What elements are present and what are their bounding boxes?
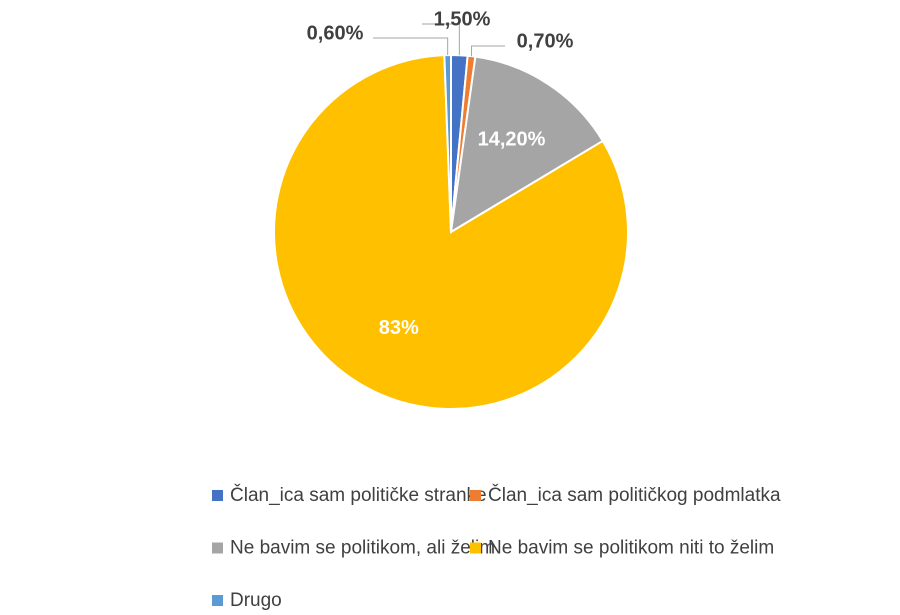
- legend-swatch: [212, 490, 223, 501]
- legend-swatch: [470, 542, 481, 554]
- legend-label: Ne bavim se politikom, ali želim: [230, 538, 495, 559]
- data-label: 14,20%: [478, 129, 546, 151]
- legend-label: Drugo: [230, 590, 282, 611]
- legend-label: Član_ica sam političke stranke: [230, 484, 487, 506]
- leader-line: [471, 45, 505, 57]
- pie-slice: [449, 55, 605, 234]
- legend-swatch: [212, 542, 223, 554]
- data-label: 0,60%: [307, 22, 364, 44]
- legend-label: Ne bavim se politikom niti to želim: [488, 538, 774, 559]
- leader-line: [373, 37, 449, 56]
- leader-line: [422, 23, 460, 56]
- pie-slice: [273, 54, 629, 410]
- legend-label: Član_ica sam političkog podmlatka: [488, 484, 781, 506]
- legend-swatch: [212, 595, 223, 606]
- data-label: 83%: [379, 317, 419, 339]
- pie-slice: [443, 53, 452, 233]
- data-label: 1,50%: [434, 8, 491, 30]
- legend-swatch: [470, 490, 481, 501]
- data-label: 0,70%: [517, 30, 574, 52]
